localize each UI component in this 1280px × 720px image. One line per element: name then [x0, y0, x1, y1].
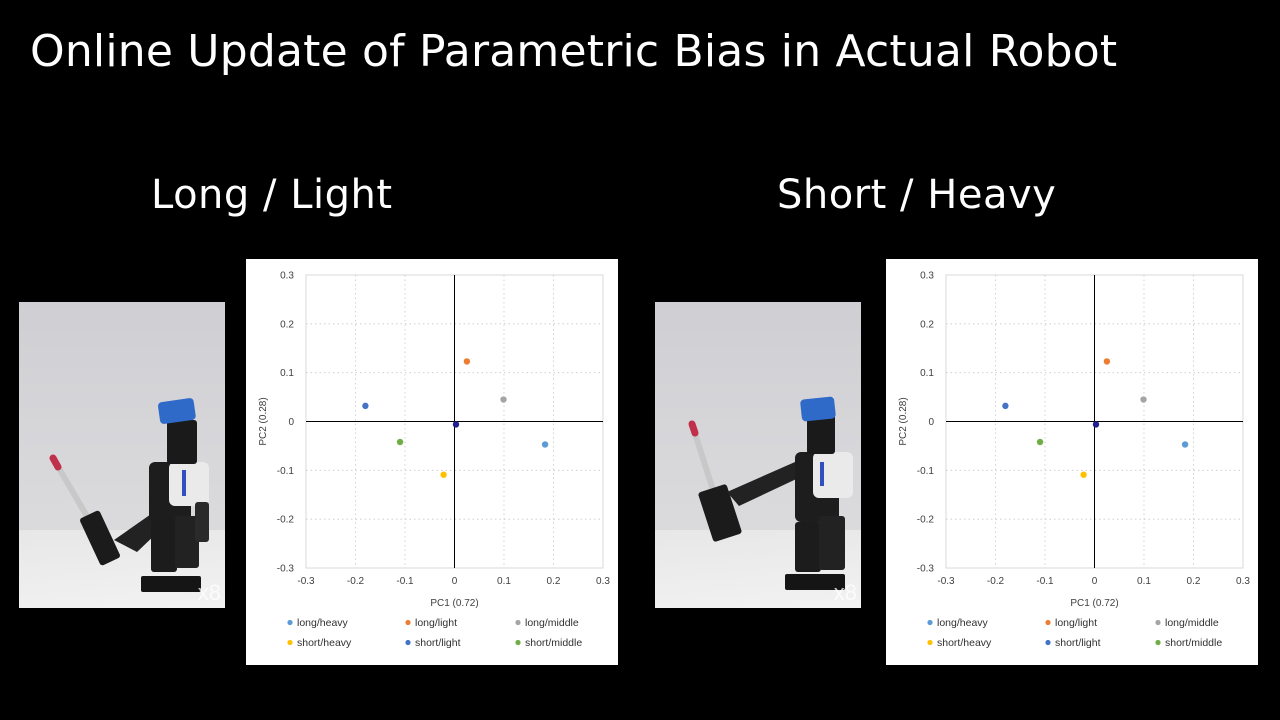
- x-tick-label: -0.2: [347, 576, 365, 587]
- data-point: [541, 441, 549, 448]
- legend-label: long/light: [415, 617, 457, 629]
- legend-marker: [1155, 639, 1161, 646]
- y-tick-label: -0.1: [277, 466, 295, 477]
- x-axis-label: PC1 (0.72): [430, 598, 478, 609]
- y-tick-label: 0: [928, 417, 934, 428]
- legend-label: short/heavy: [297, 637, 352, 649]
- legend-label: short/middle: [525, 637, 582, 649]
- data-point: [463, 358, 471, 365]
- legend-label: short/heavy: [937, 637, 992, 649]
- x-tick-label: -0.3: [937, 576, 955, 587]
- data-point: [452, 421, 460, 428]
- data-point: [1080, 471, 1087, 478]
- x-tick-label: 0.3: [1236, 576, 1250, 587]
- y-tick-label: -0.2: [277, 515, 295, 526]
- x-axis-label: PC1 (0.72): [1070, 598, 1118, 609]
- x-tick-label: -0.3: [297, 576, 315, 587]
- data-point: [1140, 396, 1147, 403]
- y-axis-label: PC2 (0.28): [898, 397, 909, 445]
- x-tick-label: -0.1: [1036, 576, 1054, 587]
- legend-marker: [287, 619, 293, 626]
- x-tick-label: 0: [1092, 576, 1098, 587]
- legend-marker: [927, 639, 933, 646]
- y-tick-label: 0.1: [920, 368, 934, 379]
- legend-label: long/light: [1055, 617, 1097, 629]
- pca-scatter-plot: -0.3 -0.2 -0.1 0 0.1 0.2 0.3 0.3 0.2 0.1 0 -0.1 -0.2…: [258, 271, 610, 650]
- legend-label: short/light: [415, 637, 461, 649]
- data-point: [396, 438, 404, 446]
- y-tick-label: 0.3: [920, 271, 934, 282]
- x-tick-label: 0.3: [596, 576, 610, 587]
- slide-title: Online Update of Parametric Bias in Actu…: [30, 26, 1118, 77]
- legend-label: long/heavy: [297, 617, 349, 629]
- panel-title-left: Long / Light: [151, 172, 393, 218]
- panel-title-right: Short / Heavy: [777, 172, 1057, 218]
- playback-speed-label: x8: [833, 580, 857, 605]
- y-tick-label: 0.3: [280, 271, 294, 282]
- y-tick-label: 0.2: [280, 319, 294, 330]
- pca-scatter-plot: -0.3 -0.2 -0.1 0 0.1 0.2 0.3 0.3 0.2 0.1 0 -0.1 -0.2…: [898, 271, 1250, 650]
- pca-scatter-chart-left: -0.3 -0.2 -0.1 0 0.1 0.2 0.3 0.3 0.2 0.1 0 -0.1 -0.2…: [246, 259, 618, 665]
- robot-illustration: [49, 398, 209, 592]
- legend-marker: [1045, 639, 1051, 646]
- y-tick-label: -0.3: [917, 564, 935, 575]
- robot-video-left: x8: [19, 302, 225, 608]
- legend-marker: [405, 639, 411, 646]
- y-axis-label: PC2 (0.28): [258, 397, 269, 445]
- data-point: [500, 396, 507, 403]
- x-tick-label: 0.2: [1187, 576, 1201, 587]
- legend-marker: [287, 639, 293, 646]
- legend-marker: [1045, 619, 1051, 626]
- legend-marker: [515, 619, 521, 626]
- legend-label: long/middle: [1165, 617, 1219, 629]
- x-tick-label: 0: [452, 576, 458, 587]
- legend-marker: [405, 619, 411, 626]
- legend-marker: [927, 619, 933, 626]
- y-tick-label: 0: [288, 417, 294, 428]
- data-point: [1103, 358, 1111, 365]
- pca-scatter-chart-right: -0.3 -0.2 -0.1 0 0.1 0.2 0.3 0.3 0.2 0.1 0 -0.1 -0.2…: [886, 259, 1258, 665]
- y-tick-label: 0.1: [280, 368, 294, 379]
- data-point: [1092, 421, 1100, 428]
- legend-label: short/light: [1055, 637, 1101, 649]
- x-tick-label: -0.2: [987, 576, 1005, 587]
- y-tick-label: 0.2: [920, 319, 934, 330]
- x-tick-label: -0.1: [396, 576, 414, 587]
- y-tick-label: -0.2: [917, 515, 935, 526]
- legend-label: long/middle: [525, 617, 579, 629]
- legend-label: short/middle: [1165, 637, 1222, 649]
- data-point: [1181, 441, 1189, 448]
- data-point: [1002, 402, 1009, 410]
- robot-illustration: [688, 396, 853, 590]
- legend-label: long/heavy: [937, 617, 989, 629]
- x-tick-label: 0.2: [547, 576, 561, 587]
- playback-speed-label: x8: [197, 580, 221, 605]
- robot-video-right: x8: [655, 302, 861, 608]
- y-tick-label: -0.3: [277, 564, 295, 575]
- legend-marker: [515, 639, 521, 646]
- x-tick-label: 0.1: [1137, 576, 1151, 587]
- y-tick-label: -0.1: [917, 466, 935, 477]
- x-tick-label: 0.1: [497, 576, 511, 587]
- data-point: [440, 471, 447, 478]
- legend-marker: [1155, 619, 1161, 626]
- data-point: [362, 402, 369, 410]
- data-point: [1036, 438, 1044, 446]
